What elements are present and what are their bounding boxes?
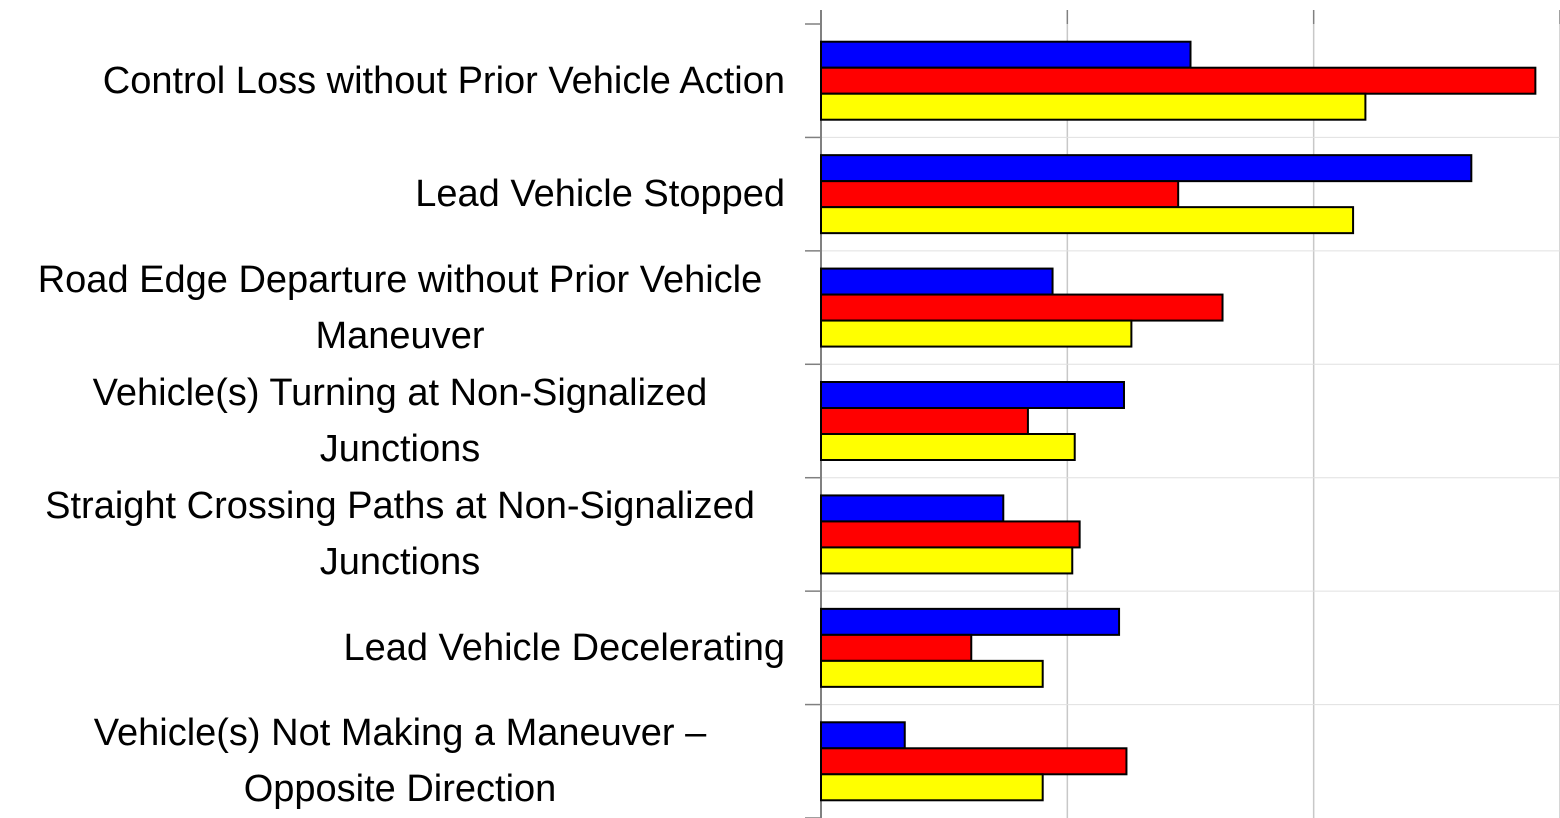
bar <box>820 319 1133 348</box>
bar <box>820 494 1005 523</box>
category-label: Lead Vehicle Stopped <box>415 173 785 216</box>
bar <box>820 92 1367 121</box>
bar <box>820 40 1192 69</box>
bar <box>820 546 1074 575</box>
bar <box>820 180 1180 209</box>
category-label: Straight Crossing Paths at Non-Signalize… <box>45 485 755 584</box>
bar <box>820 433 1076 461</box>
bar <box>820 66 1537 95</box>
bar <box>820 773 1044 802</box>
bar <box>820 206 1355 235</box>
bar <box>820 407 1029 435</box>
bar <box>820 721 906 750</box>
category-label: Road Edge Departure without Prior Vehicl… <box>37 258 763 357</box>
bar <box>820 520 1081 549</box>
category-label: Vehicle(s) Not Making a Maneuver – Oppos… <box>93 712 707 811</box>
bar <box>820 267 1054 296</box>
bar <box>820 381 1125 409</box>
bar <box>820 293 1224 322</box>
category-label: Lead Vehicle Decelerating <box>343 626 785 669</box>
bar <box>820 747 1128 776</box>
bar <box>820 607 1121 636</box>
category-label: Vehicle(s) Turning at Non-Signalized Jun… <box>92 372 708 470</box>
bar <box>820 154 1473 183</box>
bar <box>820 659 1044 688</box>
category-label: Control Loss without Prior Vehicle Actio… <box>102 59 785 102</box>
bar <box>820 633 973 662</box>
